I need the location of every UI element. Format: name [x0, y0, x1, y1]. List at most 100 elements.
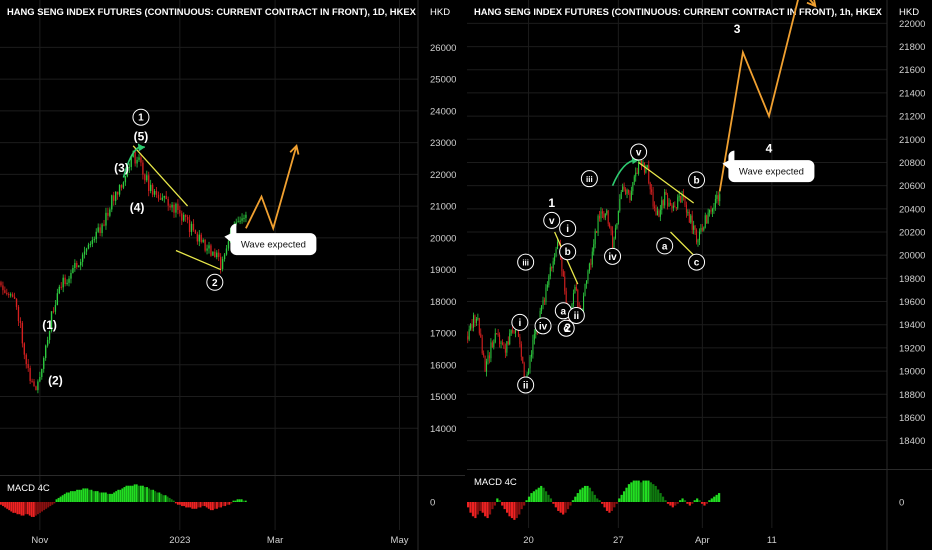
- candle-body: [184, 214, 187, 217]
- macd-bar: [158, 492, 161, 502]
- macd-bar: [109, 493, 111, 502]
- macd-bar: [654, 485, 657, 502]
- candle-body: [590, 263, 592, 265]
- x-axis: Nov 2023 Mar May: [31, 535, 408, 546]
- channel-line: [132, 145, 189, 207]
- candle-body: [155, 190, 158, 195]
- y-axis: 18400 18600 18800 19000 19200 19400 19600 19800…: [899, 19, 925, 447]
- y-tick-label: 26000: [430, 43, 456, 54]
- candle-body: [626, 189, 628, 195]
- candle-body: [496, 333, 498, 335]
- macd-bar: [713, 496, 716, 502]
- candle-body: [163, 196, 165, 198]
- y-tick-label: 18800: [899, 390, 925, 401]
- macd-bar: [28, 502, 31, 516]
- candle-body: [470, 324, 472, 330]
- candle-body: [510, 330, 512, 334]
- candle-body: [186, 216, 189, 220]
- macd-bar: [55, 499, 58, 502]
- y-tick-label: 23000: [430, 138, 456, 149]
- wave-label-circle: [688, 253, 706, 271]
- macd-bar: [467, 502, 470, 508]
- candle-body: [481, 337, 483, 354]
- candle-body: [68, 278, 70, 283]
- candle-body: [638, 161, 640, 174]
- candle-body: [625, 189, 627, 195]
- macd-bar: [218, 502, 220, 508]
- y-tick-label: 24000: [430, 106, 456, 117]
- macd-bar: [579, 489, 582, 502]
- y-tick-label: 20600: [899, 181, 925, 192]
- macd-bar: [41, 502, 44, 512]
- macd-bar: [532, 491, 535, 502]
- y-tick-label: 16000: [430, 360, 456, 371]
- candle-body: [543, 300, 545, 302]
- candle-body: [239, 220, 241, 222]
- macd-bar: [4, 502, 6, 508]
- candle-body: [575, 287, 577, 290]
- macd-bar: [162, 495, 165, 502]
- macd-bar: [552, 502, 555, 504]
- candle-body: [681, 194, 683, 203]
- macd-bar: [144, 487, 146, 502]
- macd-bar: [183, 502, 185, 507]
- macd-bar: [209, 502, 212, 511]
- macd-bar: [583, 485, 587, 502]
- candle-body: [710, 210, 712, 212]
- candle-body: [706, 215, 708, 224]
- macd-bar: [676, 502, 679, 504]
- candle-body: [93, 239, 95, 241]
- candle-body: [487, 355, 489, 362]
- macd-bar: [230, 502, 233, 504]
- x-axis: 20 27 Apr 11: [523, 535, 777, 546]
- chart-title: HANG SENG INDEX FUTURES (CONTINUOUS: CUR…: [7, 6, 417, 17]
- candle-body: [674, 205, 676, 208]
- macd-bar: [591, 491, 594, 502]
- macd-bar: [76, 489, 78, 502]
- macd-bar: [718, 493, 721, 502]
- candle-body: [604, 213, 606, 218]
- projection-arrowhead: [806, 0, 817, 8]
- macd-bar: [476, 502, 479, 515]
- macd-bar: [610, 502, 613, 511]
- macd-bar: [566, 502, 570, 510]
- channel-lines: [132, 145, 221, 271]
- candle-body: [620, 191, 622, 200]
- x-tick-label: Apr: [695, 535, 710, 546]
- candle-body: [202, 239, 204, 242]
- candle-body: [610, 227, 612, 231]
- candle-body: [519, 336, 521, 345]
- candle-body: [603, 213, 605, 218]
- candle-body: [551, 267, 553, 269]
- candle-body: [45, 345, 47, 358]
- macd-bar: [513, 502, 516, 520]
- macd-bar: [207, 502, 210, 509]
- candle-body: [144, 174, 146, 181]
- macd-bar: [666, 502, 670, 504]
- candle-body: [491, 342, 493, 348]
- y-tick-label: 18600: [899, 413, 925, 424]
- y-tick-label: 19400: [899, 320, 925, 331]
- x-tick-label: 27: [613, 535, 624, 546]
- candle-body: [118, 185, 121, 195]
- macd-bar: [22, 502, 25, 516]
- candle-body: [477, 318, 479, 320]
- candle-body: [89, 243, 92, 245]
- candle-body: [39, 377, 41, 382]
- candle-body: [467, 336, 469, 340]
- macd-bar: [601, 502, 604, 504]
- candle-body: [0, 282, 2, 286]
- candle-body: [616, 223, 618, 229]
- macd-bar: [627, 484, 631, 502]
- candle-body: [208, 245, 210, 249]
- candle-body: [600, 211, 602, 219]
- wave-label: 1: [548, 196, 555, 210]
- candle-body: [711, 208, 713, 212]
- candle-body: [633, 176, 635, 183]
- candle-body: [523, 363, 525, 380]
- y-tick-label: 22000: [430, 170, 456, 181]
- macd-bar: [63, 493, 66, 502]
- macd-bar: [146, 487, 148, 502]
- candle-body: [97, 227, 99, 232]
- candle-body: [557, 241, 559, 250]
